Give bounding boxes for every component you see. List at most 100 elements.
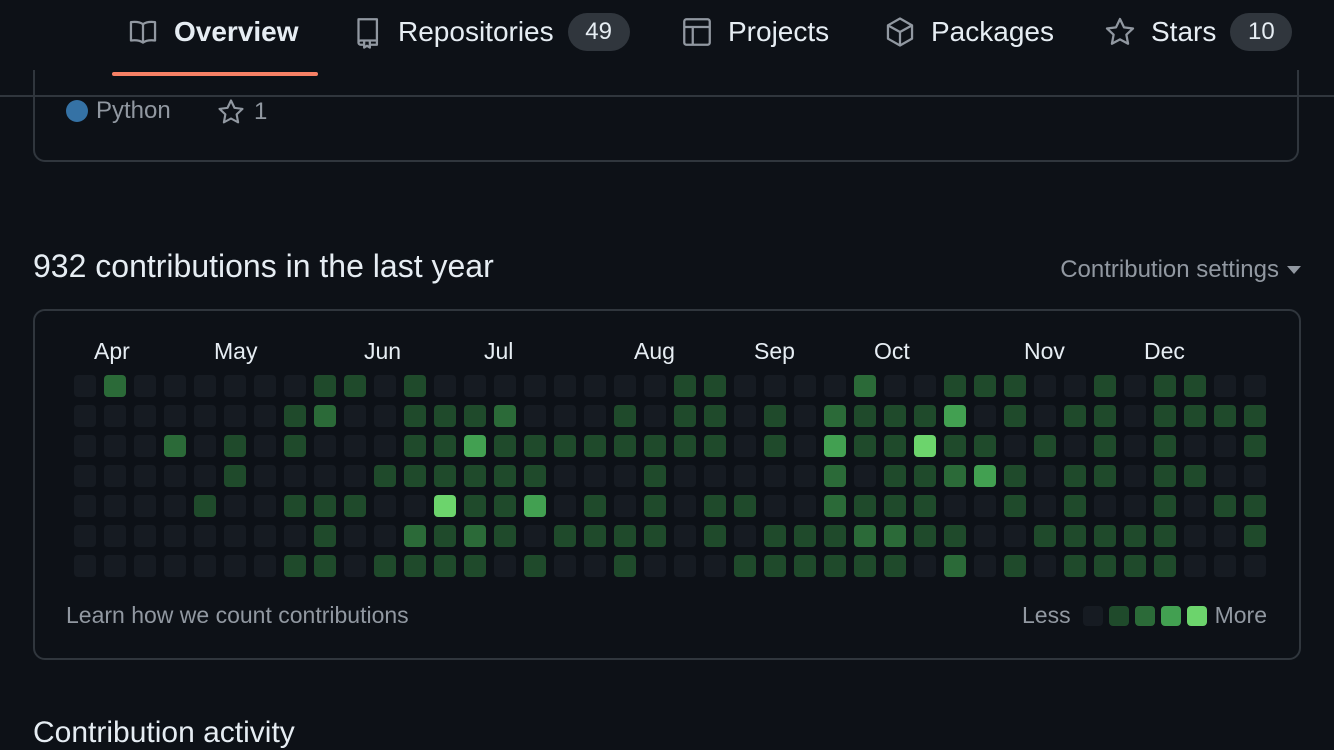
contribution-day-cell[interactable] bbox=[434, 465, 456, 487]
contribution-day-cell[interactable] bbox=[644, 405, 666, 427]
contribution-day-cell[interactable] bbox=[524, 405, 546, 427]
contribution-day-cell[interactable] bbox=[1064, 405, 1086, 427]
contribution-day-cell[interactable] bbox=[404, 495, 426, 517]
contribution-day-cell[interactable] bbox=[584, 525, 606, 547]
contribution-day-cell[interactable] bbox=[284, 405, 306, 427]
contribution-day-cell[interactable] bbox=[524, 555, 546, 577]
contribution-day-cell[interactable] bbox=[944, 405, 966, 427]
contribution-day-cell[interactable] bbox=[884, 525, 906, 547]
contribution-day-cell[interactable] bbox=[1154, 375, 1176, 397]
contribution-day-cell[interactable] bbox=[884, 375, 906, 397]
contribution-day-cell[interactable] bbox=[1244, 495, 1266, 517]
contribution-day-cell[interactable] bbox=[1124, 405, 1146, 427]
contribution-day-cell[interactable] bbox=[1154, 405, 1176, 427]
contribution-day-cell[interactable] bbox=[944, 555, 966, 577]
contribution-day-cell[interactable] bbox=[1064, 495, 1086, 517]
contribution-day-cell[interactable] bbox=[944, 375, 966, 397]
contribution-day-cell[interactable] bbox=[1004, 555, 1026, 577]
contribution-day-cell[interactable] bbox=[344, 465, 366, 487]
contribution-day-cell[interactable] bbox=[284, 435, 306, 457]
contribution-day-cell[interactable] bbox=[794, 405, 816, 427]
contribution-day-cell[interactable] bbox=[824, 495, 846, 517]
contribution-day-cell[interactable] bbox=[1004, 465, 1026, 487]
contribution-day-cell[interactable] bbox=[914, 465, 936, 487]
contribution-day-cell[interactable] bbox=[74, 375, 96, 397]
contribution-day-cell[interactable] bbox=[194, 435, 216, 457]
contribution-day-cell[interactable] bbox=[614, 555, 636, 577]
contribution-day-cell[interactable] bbox=[314, 525, 336, 547]
contribution-day-cell[interactable] bbox=[764, 375, 786, 397]
contribution-day-cell[interactable] bbox=[914, 375, 936, 397]
contribution-day-cell[interactable] bbox=[824, 405, 846, 427]
contribution-day-cell[interactable] bbox=[1214, 465, 1236, 487]
contribution-day-cell[interactable] bbox=[584, 495, 606, 517]
contribution-day-cell[interactable] bbox=[374, 375, 396, 397]
contribution-day-cell[interactable] bbox=[674, 495, 696, 517]
contribution-day-cell[interactable] bbox=[1154, 525, 1176, 547]
contribution-day-cell[interactable] bbox=[74, 435, 96, 457]
contribution-day-cell[interactable] bbox=[644, 495, 666, 517]
contribution-day-cell[interactable] bbox=[974, 465, 996, 487]
contribution-day-cell[interactable] bbox=[794, 375, 816, 397]
contribution-day-cell[interactable] bbox=[254, 405, 276, 427]
contribution-day-cell[interactable] bbox=[794, 525, 816, 547]
contribution-day-cell[interactable] bbox=[854, 435, 876, 457]
contribution-day-cell[interactable] bbox=[734, 435, 756, 457]
contribution-day-cell[interactable] bbox=[764, 405, 786, 427]
contribution-day-cell[interactable] bbox=[704, 375, 726, 397]
contribution-day-cell[interactable] bbox=[374, 435, 396, 457]
contribution-day-cell[interactable] bbox=[1244, 525, 1266, 547]
contribution-day-cell[interactable] bbox=[824, 375, 846, 397]
contribution-day-cell[interactable] bbox=[524, 495, 546, 517]
contribution-day-cell[interactable] bbox=[1184, 495, 1206, 517]
contribution-day-cell[interactable] bbox=[1094, 495, 1116, 517]
contribution-day-cell[interactable] bbox=[584, 465, 606, 487]
contribution-day-cell[interactable] bbox=[1184, 555, 1206, 577]
contribution-day-cell[interactable] bbox=[404, 555, 426, 577]
contribution-day-cell[interactable] bbox=[494, 375, 516, 397]
contribution-day-cell[interactable] bbox=[974, 405, 996, 427]
contribution-day-cell[interactable] bbox=[464, 525, 486, 547]
contribution-day-cell[interactable] bbox=[614, 405, 636, 427]
contribution-day-cell[interactable] bbox=[254, 465, 276, 487]
contribution-day-cell[interactable] bbox=[434, 435, 456, 457]
contribution-day-cell[interactable] bbox=[794, 495, 816, 517]
contribution-day-cell[interactable] bbox=[194, 525, 216, 547]
contribution-day-cell[interactable] bbox=[434, 405, 456, 427]
contribution-day-cell[interactable] bbox=[554, 525, 576, 547]
contribution-day-cell[interactable] bbox=[644, 555, 666, 577]
contribution-day-cell[interactable] bbox=[1004, 405, 1026, 427]
contribution-day-cell[interactable] bbox=[614, 435, 636, 457]
contribution-day-cell[interactable] bbox=[1094, 555, 1116, 577]
contribution-day-cell[interactable] bbox=[314, 435, 336, 457]
contribution-day-cell[interactable] bbox=[1004, 525, 1026, 547]
contribution-day-cell[interactable] bbox=[1214, 525, 1236, 547]
contribution-day-cell[interactable] bbox=[314, 465, 336, 487]
contribution-day-cell[interactable] bbox=[1034, 435, 1056, 457]
contribution-day-cell[interactable] bbox=[134, 555, 156, 577]
contribution-day-cell[interactable] bbox=[1124, 525, 1146, 547]
contribution-day-cell[interactable] bbox=[584, 555, 606, 577]
contribution-day-cell[interactable] bbox=[494, 525, 516, 547]
contribution-day-cell[interactable] bbox=[764, 525, 786, 547]
contribution-day-cell[interactable] bbox=[584, 435, 606, 457]
contribution-day-cell[interactable] bbox=[374, 525, 396, 547]
contribution-day-cell[interactable] bbox=[494, 555, 516, 577]
contribution-day-cell[interactable] bbox=[554, 435, 576, 457]
contribution-day-cell[interactable] bbox=[674, 465, 696, 487]
contribution-day-cell[interactable] bbox=[224, 375, 246, 397]
tab-repositories[interactable]: Repositories 49 bbox=[350, 0, 630, 64]
contribution-day-cell[interactable] bbox=[824, 435, 846, 457]
contribution-day-cell[interactable] bbox=[314, 555, 336, 577]
contribution-day-cell[interactable] bbox=[1184, 525, 1206, 547]
contribution-day-cell[interactable] bbox=[524, 375, 546, 397]
contribution-day-cell[interactable] bbox=[224, 555, 246, 577]
contribution-day-cell[interactable] bbox=[134, 375, 156, 397]
contribution-day-cell[interactable] bbox=[1064, 555, 1086, 577]
contribution-day-cell[interactable] bbox=[524, 465, 546, 487]
tab-packages[interactable]: Packages bbox=[883, 0, 1054, 64]
contribution-day-cell[interactable] bbox=[1214, 405, 1236, 427]
contribution-day-cell[interactable] bbox=[824, 555, 846, 577]
contribution-day-cell[interactable] bbox=[1184, 375, 1206, 397]
contribution-day-cell[interactable] bbox=[644, 375, 666, 397]
